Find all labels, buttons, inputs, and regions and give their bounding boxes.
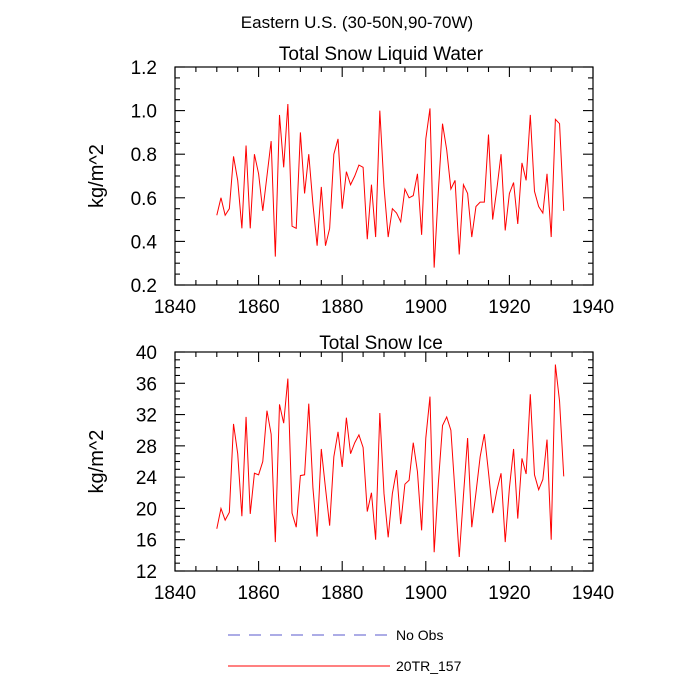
legend: No Obs 20TR_157 <box>228 627 462 674</box>
major-ticks <box>174 66 594 286</box>
y-tick-label: 0.2 <box>131 276 157 297</box>
y-tick-label: 12 <box>136 562 157 583</box>
x-tick-label: 1920 <box>488 297 530 318</box>
series-line-20tr-157 <box>216 364 565 557</box>
minor-ticks <box>175 352 593 571</box>
y-tick-label: 0.6 <box>131 189 157 210</box>
panel-title: Total Snow Liquid Water <box>279 44 484 65</box>
y-tick-label: 0.8 <box>131 145 157 166</box>
plot-area <box>216 364 565 557</box>
y-tick-label: 1.2 <box>131 58 157 79</box>
series-line-20tr-157 <box>216 104 565 268</box>
panel-snow-ice: Total Snow Ice kg/m^2 1840 1860 1880 1900 19… <box>86 333 614 604</box>
x-tick-labels: 1840 1860 1880 1900 1920 1940 <box>154 297 614 318</box>
x-tick-label: 1860 <box>237 583 279 604</box>
figure-suptitle: Eastern U.S. (30-50N,90-70W) <box>241 13 473 32</box>
y-tick-labels: 0.2 0.4 0.6 0.8 1.0 1.2 <box>131 58 158 297</box>
y-axis-label: kg/m^2 <box>86 144 108 208</box>
plot-area <box>216 104 565 268</box>
y-tick-label: 1.0 <box>131 102 157 123</box>
x-tick-label: 1880 <box>321 583 363 604</box>
panel-snow-liquid-water: Total Snow Liquid Water kg/m^2 1840 1860 1… <box>86 44 614 318</box>
legend-label-no-obs: No Obs <box>396 627 443 643</box>
x-tick-label: 1840 <box>154 583 196 604</box>
plot-frame <box>174 66 594 286</box>
panel-title: Total Snow Ice <box>319 333 443 354</box>
major-ticks <box>174 351 594 572</box>
y-tick-label: 32 <box>136 406 157 427</box>
minor-ticks <box>175 67 593 285</box>
y-tick-label: 28 <box>136 437 157 458</box>
y-tick-label: 20 <box>136 499 157 520</box>
x-tick-label: 1840 <box>154 297 196 318</box>
x-tick-labels: 1840 1860 1880 1900 1920 1940 <box>154 583 614 604</box>
x-tick-label: 1940 <box>572 297 614 318</box>
legend-label-20tr-157: 20TR_157 <box>396 658 462 674</box>
x-tick-label: 1860 <box>237 297 279 318</box>
y-tick-label: 36 <box>136 374 157 395</box>
y-tick-labels: 12 16 20 24 28 32 36 40 <box>136 343 158 583</box>
plot-frame <box>174 351 594 572</box>
x-tick-label: 1900 <box>405 297 447 318</box>
y-tick-label: 40 <box>136 343 157 364</box>
x-tick-label: 1940 <box>572 583 614 604</box>
y-tick-label: 24 <box>136 468 158 489</box>
y-tick-label: 0.4 <box>131 232 158 253</box>
x-tick-label: 1880 <box>321 297 363 318</box>
x-tick-label: 1920 <box>488 583 530 604</box>
x-tick-label: 1900 <box>405 583 447 604</box>
y-tick-label: 16 <box>136 531 157 552</box>
y-axis-label: kg/m^2 <box>86 430 108 494</box>
